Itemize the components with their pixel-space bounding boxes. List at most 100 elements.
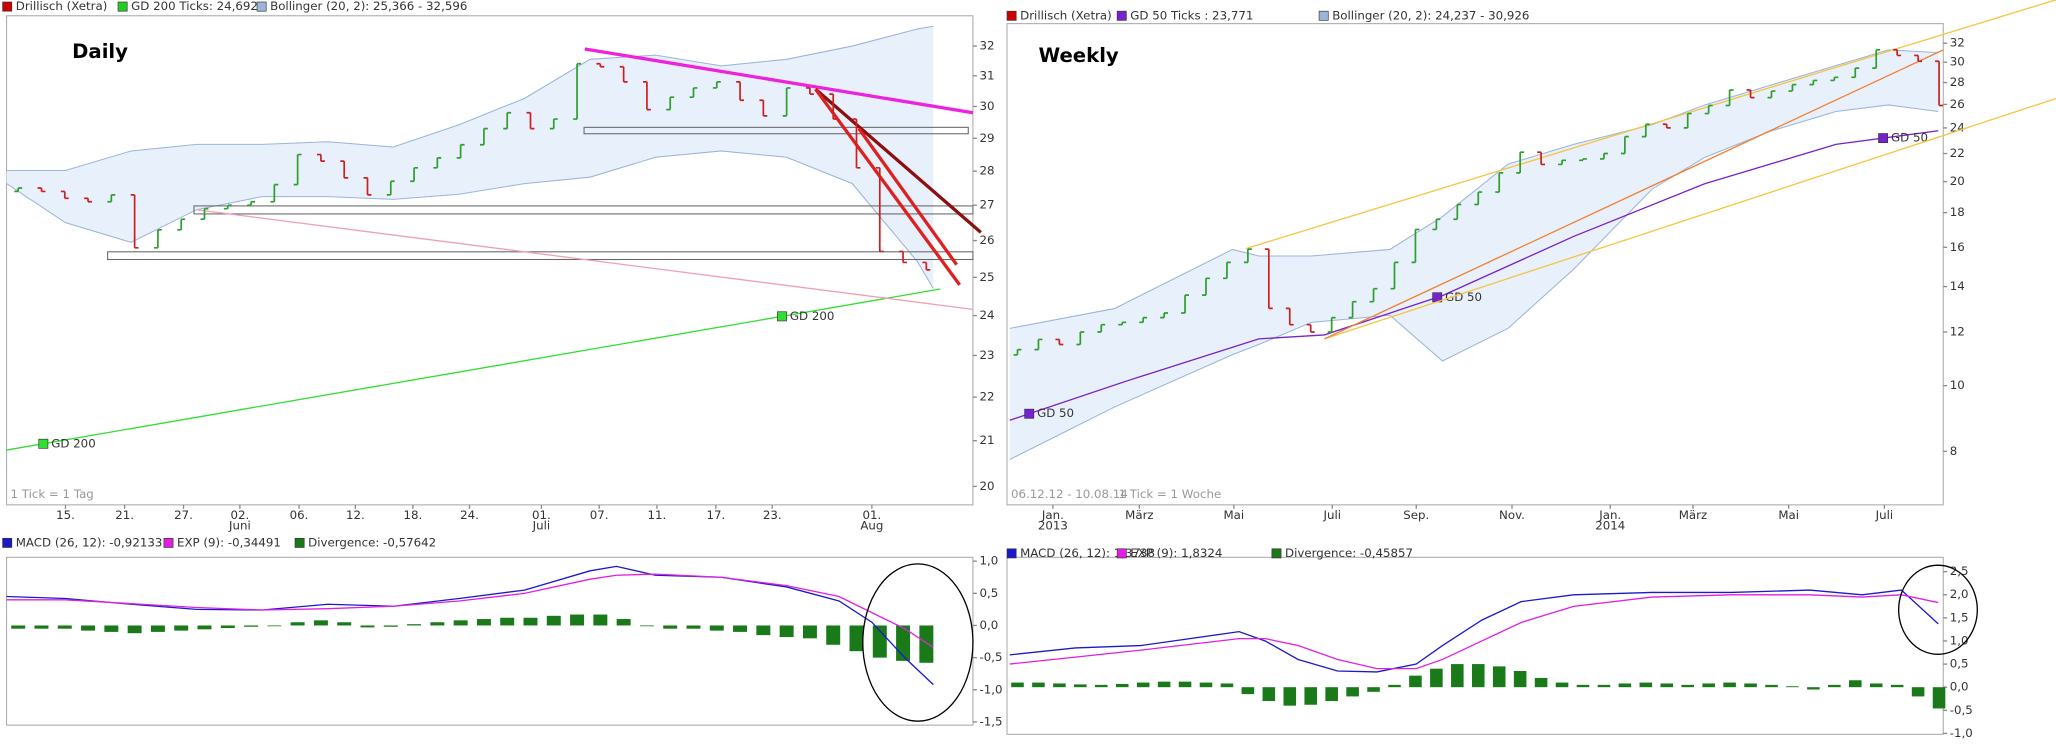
x-tick-label: 15. [56, 508, 75, 522]
trendline [814, 88, 961, 286]
plot-area [1006, 556, 1944, 735]
legend-swatch [2, 1, 13, 12]
price-bar [1851, 67, 1860, 79]
x-tick-label: 11. [648, 508, 667, 522]
price-bar [1097, 323, 1106, 333]
divergence-bar [104, 625, 119, 632]
price-bar [386, 180, 395, 196]
divergence-bar [1765, 684, 1778, 688]
macd-line [6, 573, 934, 648]
y-tick-label: -0,5 [979, 650, 1002, 664]
price-bar [479, 127, 488, 146]
x-tick-label: 12. [346, 508, 365, 522]
divergence-bar [686, 625, 701, 629]
legend-swatch [1271, 548, 1282, 559]
legend-swatch [2, 537, 13, 548]
divergence-bar [1848, 680, 1862, 688]
divergence-bar [453, 620, 468, 626]
x-tick-sublabel: 2014 [1595, 518, 1625, 532]
x-tick-label: Jan. [1041, 508, 1064, 522]
price-bar [1495, 172, 1504, 193]
divergence-bar [1681, 684, 1694, 688]
legend-label: Divergence: -0,57642 [308, 535, 436, 549]
y-tick-label: 0,5 [979, 586, 998, 600]
price-bar [37, 187, 46, 193]
divergence-bar [476, 619, 491, 626]
divergence-bar [616, 619, 631, 626]
y-tick-label: 25 [979, 270, 994, 284]
highlight-circle [1897, 564, 1978, 655]
y-tick-label: 28 [1950, 75, 1965, 89]
y-tick-label: 26 [1950, 97, 1965, 111]
price-bar [1243, 248, 1252, 264]
divergence-bar [1157, 681, 1171, 688]
line-label-marker [1878, 133, 1889, 144]
price-bar [1076, 331, 1085, 346]
y-tick-label: 12 [1950, 324, 1965, 338]
price-bar [1893, 48, 1902, 57]
price-bar [1767, 90, 1776, 99]
divergence-bar [523, 617, 538, 626]
x-tick-sublabel: 2013 [1038, 518, 1068, 532]
price-bar [1453, 203, 1462, 221]
x-tick-label: 17. [706, 508, 725, 522]
legend-label: GD 200 Ticks: 24,692 [131, 0, 258, 13]
divergence-bar [1032, 682, 1045, 688]
price-bar [899, 250, 908, 264]
divergence-bar [826, 625, 841, 645]
y-tick-label: 20 [1950, 174, 1965, 188]
divergence-bar [220, 625, 235, 629]
divergence-bar [34, 625, 49, 629]
price-bar [1620, 135, 1629, 155]
divergence-bar [174, 625, 189, 631]
divergence-bar [57, 625, 72, 629]
y-tick-label: 32 [1950, 36, 1965, 50]
price-bar [642, 80, 651, 111]
divergence-bar [313, 620, 328, 626]
price-bar [1285, 307, 1294, 326]
price-bar [689, 87, 698, 99]
trendline [196, 209, 974, 311]
price-bar [316, 153, 325, 163]
x-tick-label: 06. [290, 508, 309, 522]
x-tick-label: Mai [1778, 508, 1799, 522]
divergence-bar [1220, 683, 1234, 688]
divergence-bar [1618, 683, 1632, 688]
price-bar [410, 166, 418, 183]
price-bar [1662, 123, 1671, 129]
footnote: 1 Tick = 1 Tag [10, 487, 93, 501]
legend-label: Bollinger (20, 2): 25,366 - 32,596 [270, 0, 467, 13]
divergence-bar [11, 625, 26, 629]
price-bar [596, 62, 605, 68]
legend-label: Drillisch (Xetra) [1020, 8, 1112, 22]
x-tick-label: 01. [532, 508, 551, 522]
y-tick-label: 23 [979, 348, 994, 362]
band-upper [6, 25, 934, 172]
legend-label: EXP (9): 1,8324 [1130, 546, 1222, 560]
y-tick-label: 0,5 [1950, 657, 1969, 671]
price-bar [619, 65, 628, 83]
y-tick-label: 24 [979, 308, 994, 322]
price-bar [1704, 104, 1713, 115]
highlight-circle [862, 563, 974, 722]
x-tick-label: 23. [763, 508, 782, 522]
y-tick-label: 31 [979, 68, 994, 82]
price-bar [922, 261, 931, 271]
price-bar [433, 156, 442, 169]
trendline [1324, 49, 1944, 340]
price-bar [1118, 321, 1127, 326]
price-bar [1369, 287, 1378, 303]
divergence-bar [1702, 683, 1715, 688]
x-tick-label: 18. [404, 508, 423, 522]
x-tick-label: 27. [174, 508, 193, 522]
band-fill [6, 26, 934, 289]
support-zone [107, 251, 974, 261]
divergence-bar [1367, 687, 1380, 692]
divergence-bar [663, 625, 678, 629]
divergence-bar [1094, 684, 1108, 688]
price-bar [223, 204, 232, 210]
macd-line [1009, 589, 1939, 673]
divergence-bar [639, 625, 654, 627]
band-upper [1009, 49, 1939, 329]
legend-swatch [1116, 10, 1127, 21]
